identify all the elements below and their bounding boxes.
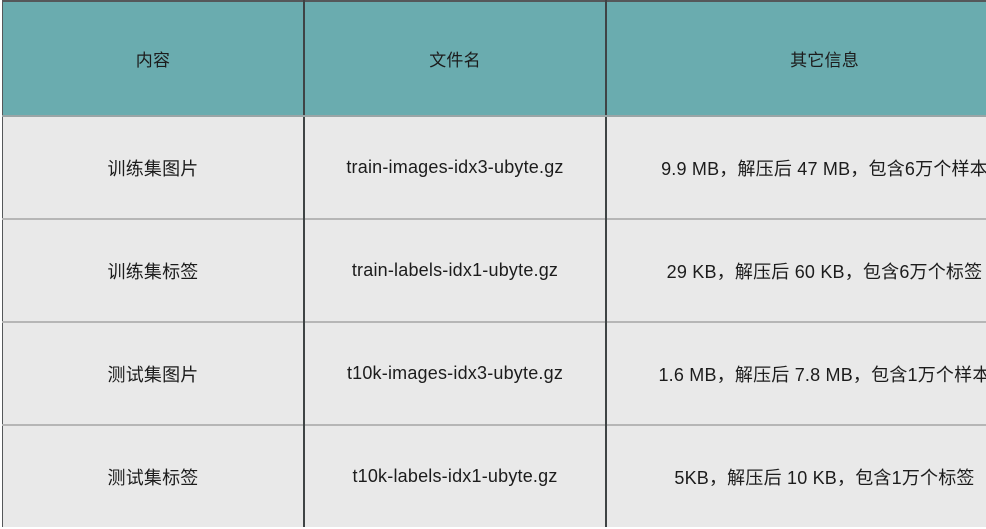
table-row: 测试集图片 t10k-images-idx3-ubyte.gz 1.6 MB，解… bbox=[2, 321, 986, 425]
cell-info: 29 KB，解压后 60 KB，包含6万个标签 bbox=[606, 218, 986, 322]
cell-filename: t10k-images-idx3-ubyte.gz bbox=[304, 321, 607, 425]
table-body: 训练集图片 train-images-idx3-ubyte.gz 9.9 MB，… bbox=[2, 116, 986, 527]
table-header: 内容 文件名 其它信息 bbox=[2, 0, 986, 117]
column-header-content: 内容 bbox=[2, 0, 305, 117]
cell-filename: t10k-labels-idx1-ubyte.gz bbox=[304, 424, 607, 527]
column-header-info: 其它信息 bbox=[606, 0, 986, 117]
cell-content: 测试集标签 bbox=[2, 424, 305, 527]
table-row: 训练集图片 train-images-idx3-ubyte.gz 9.9 MB，… bbox=[2, 116, 986, 219]
cell-filename: train-labels-idx1-ubyte.gz bbox=[304, 218, 607, 322]
cell-content: 测试集图片 bbox=[2, 321, 305, 425]
cell-info: 1.6 MB，解压后 7.8 MB，包含1万个样本 bbox=[606, 321, 986, 425]
table-row: 测试集标签 t10k-labels-idx1-ubyte.gz 5KB，解压后 … bbox=[2, 424, 986, 527]
column-header-filename: 文件名 bbox=[304, 0, 607, 117]
cell-content: 训练集图片 bbox=[2, 116, 305, 219]
cell-info: 9.9 MB，解压后 47 MB，包含6万个样本 bbox=[606, 116, 986, 219]
cell-info: 5KB，解压后 10 KB，包含1万个标签 bbox=[606, 424, 986, 527]
header-row: 内容 文件名 其它信息 bbox=[2, 0, 986, 117]
cell-filename: train-images-idx3-ubyte.gz bbox=[304, 116, 607, 219]
table-row: 训练集标签 train-labels-idx1-ubyte.gz 29 KB，解… bbox=[2, 218, 986, 322]
cell-content: 训练集标签 bbox=[2, 218, 305, 322]
